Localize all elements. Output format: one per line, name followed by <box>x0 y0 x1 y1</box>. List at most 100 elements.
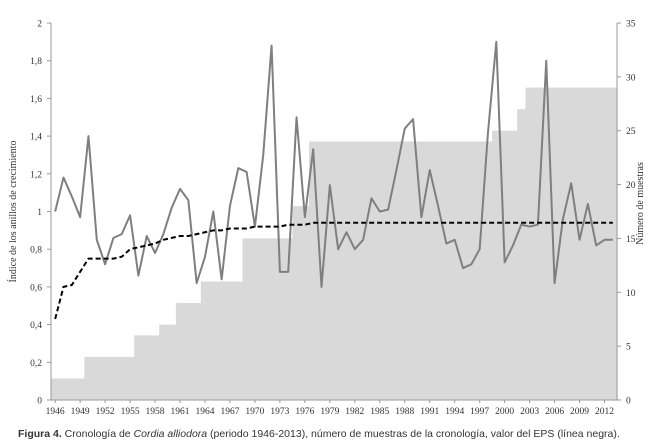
caption-text-2: (periodo 1946-2013), número de muestras … <box>207 428 620 440</box>
samples-bar-1978 <box>317 141 327 401</box>
left-tick-label-0,8: 0,8 <box>30 246 42 256</box>
samples-bar-1976 <box>300 206 310 400</box>
x-tick-label-1946: 1946 <box>46 407 65 417</box>
samples-bar-1968 <box>234 281 244 400</box>
caption-text-1: Cronología de <box>61 428 134 440</box>
samples-bar-1950 <box>84 356 94 400</box>
samples-bar-1954 <box>117 356 127 400</box>
x-tick-label-1970: 1970 <box>245 407 264 417</box>
samples-bar-1994 <box>450 141 460 401</box>
x-tick-label-2000: 2000 <box>495 407 514 417</box>
x-tick-label-1976: 1976 <box>295 407 314 417</box>
samples-bar-2008 <box>567 87 576 400</box>
x-tick-label-1964: 1964 <box>195 407 214 417</box>
x-tick-label-2003: 2003 <box>520 407 539 417</box>
samples-bar-1965 <box>209 281 219 400</box>
caption-prefix: Figura 4. <box>18 428 62 440</box>
right-tick-label-10: 10 <box>626 289 636 299</box>
left-tick-label-1,2: 1,2 <box>30 170 42 180</box>
samples-bar-2010 <box>583 87 593 400</box>
samples-bar-1958 <box>150 335 160 400</box>
samples-bar-2004 <box>533 87 543 400</box>
x-tick-label-1997: 1997 <box>470 407 489 417</box>
samples-bar-1995 <box>458 141 468 401</box>
left-tick-label-2: 2 <box>37 20 42 30</box>
samples-bar-1972 <box>267 238 277 400</box>
x-tick-label-1949: 1949 <box>71 407 90 417</box>
left-tick-label-0: 0 <box>37 397 42 407</box>
left-tick-label-1,6: 1,6 <box>30 95 42 105</box>
samples-bar-2013 <box>608 87 618 400</box>
samples-bar-1957 <box>142 335 152 400</box>
samples-bar-1966 <box>217 281 227 400</box>
samples-bar-1962 <box>184 303 194 400</box>
chart: 00,20,40,60,811,21,41,61,820510152025303… <box>7 20 646 418</box>
left-tick-label-1,8: 1,8 <box>30 57 42 67</box>
samples-bar-1988 <box>400 141 410 401</box>
x-tick-label-1955: 1955 <box>121 407 140 417</box>
x-tick-label-1991: 1991 <box>420 407 439 417</box>
x-tick-label-1994: 1994 <box>445 407 464 417</box>
samples-bar-1980 <box>334 141 343 401</box>
x-tick-label-2012: 2012 <box>595 407 614 417</box>
samples-bar-1967 <box>225 281 235 400</box>
samples-bar-1970 <box>250 238 260 400</box>
samples-bar-1975 <box>292 206 302 400</box>
tick-labels-layer: 00,20,40,60,811,21,41,61,820510152025303… <box>7 20 646 418</box>
x-tick-label-1952: 1952 <box>96 407 115 417</box>
samples-bar-1981 <box>342 141 352 401</box>
x-tick-label-1973: 1973 <box>270 407 289 417</box>
right-tick-label-0: 0 <box>626 397 631 407</box>
samples-bar-1979 <box>325 141 335 401</box>
left-tick-label-0,6: 0,6 <box>30 283 42 293</box>
samples-bar-1982 <box>350 141 360 401</box>
x-tick-label-1985: 1985 <box>370 407 389 417</box>
lines-layer <box>54 40 613 320</box>
samples-bar-1986 <box>383 141 393 401</box>
samples-bar-1989 <box>408 141 418 401</box>
samples-bar-1999 <box>492 130 502 400</box>
samples-bar-1996 <box>467 141 477 401</box>
eps-series-line <box>54 221 613 320</box>
left-tick-label-1: 1 <box>37 208 42 218</box>
samples-bar-1998 <box>483 141 493 401</box>
samples-bar-1948 <box>67 378 77 400</box>
samples-bar-1993 <box>442 141 452 401</box>
samples-bar-2002 <box>517 109 527 401</box>
right-tick-label-15: 15 <box>626 235 636 245</box>
x-tick-label-2009: 2009 <box>570 407 589 417</box>
samples-bar-2000 <box>500 130 510 400</box>
samples-bar-1953 <box>109 356 119 400</box>
left-tick-label-0,4: 0,4 <box>30 321 42 331</box>
samples-bar-1949 <box>75 378 85 400</box>
samples-bar-2001 <box>508 130 518 400</box>
left-tick-label-1,4: 1,4 <box>30 133 42 143</box>
samples-bar-1961 <box>175 303 185 400</box>
samples-bar-1997 <box>475 141 485 401</box>
samples-bar-1956 <box>134 335 144 400</box>
samples-bar-2009 <box>575 87 585 400</box>
samples-bar-1985 <box>375 141 385 401</box>
right-tick-label-25: 25 <box>626 127 636 137</box>
samples-bar-2003 <box>525 87 535 400</box>
left-axis-title: Índice de los anillos de crecimiento <box>7 141 19 283</box>
samples-bar-1971 <box>259 238 269 400</box>
samples-bar-1959 <box>159 324 169 400</box>
samples-bar-1947 <box>59 378 69 400</box>
samples-bar-1964 <box>200 281 210 400</box>
samples-bar-1952 <box>100 356 110 400</box>
samples-bar-1955 <box>125 356 135 400</box>
samples-bar-1960 <box>167 324 177 400</box>
samples-bar-2012 <box>600 87 610 400</box>
samples-area-layer <box>51 87 618 401</box>
samples-bar-2007 <box>558 87 568 400</box>
right-tick-label-35: 35 <box>626 20 636 30</box>
samples-bar-1990 <box>417 141 427 401</box>
left-tick-label-0,2: 0,2 <box>30 359 42 369</box>
right-tick-label-30: 30 <box>626 73 636 83</box>
samples-bar-1991 <box>425 141 435 401</box>
samples-bar-1963 <box>192 303 202 400</box>
samples-bar-1973 <box>275 238 285 400</box>
x-tick-label-1988: 1988 <box>395 407 414 417</box>
